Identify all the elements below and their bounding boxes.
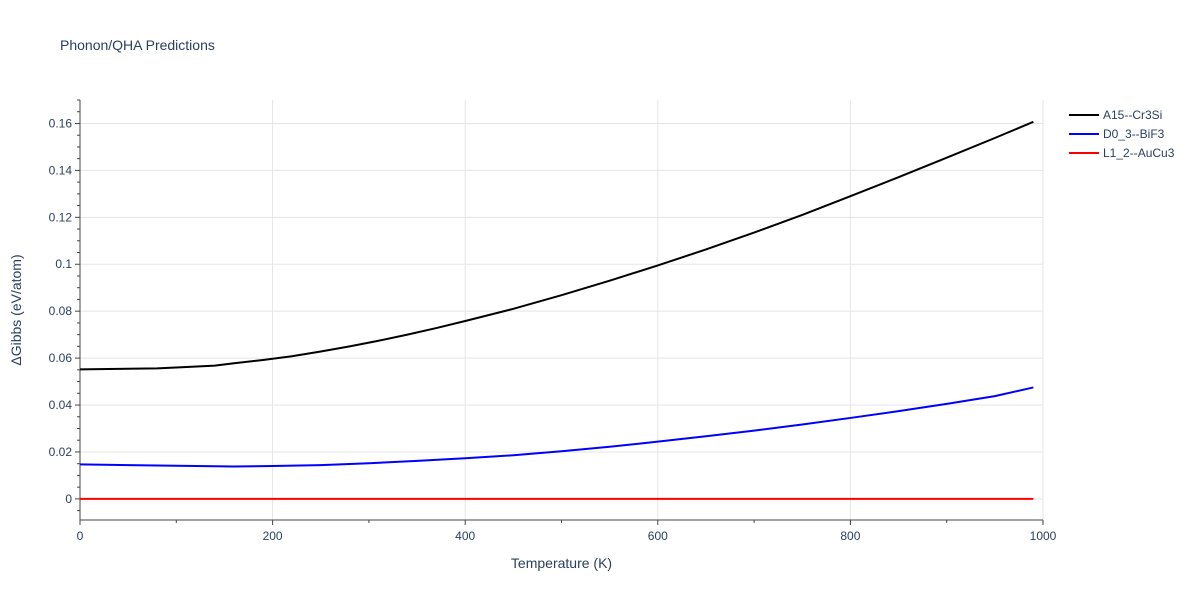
x-tick-label: 600 <box>648 529 668 543</box>
legend-label: A15--Cr3Si <box>1103 108 1162 122</box>
y-tick-label: 0.14 <box>49 163 73 177</box>
x-axis-title: Temperature (K) <box>511 555 612 571</box>
y-tick-label: 0.02 <box>49 445 73 459</box>
legend-label: L1_2--AuCu3 <box>1103 146 1175 160</box>
series-line-2 <box>79 386 1034 468</box>
plot-area <box>79 120 1034 500</box>
legend-label: D0_3--BiF3 <box>1103 127 1165 141</box>
y-tick-label: 0.1 <box>55 257 72 271</box>
y-tick-label: 0.04 <box>49 398 73 412</box>
x-tick-label: 800 <box>840 529 860 543</box>
x-tick-label: 0 <box>77 529 84 543</box>
legend: A15--Cr3Si D0_3--BiF3 L1_2--AuCu3 <box>1069 108 1175 160</box>
x-tick-label: 1000 <box>1030 529 1057 543</box>
series-line-1 <box>79 120 1034 371</box>
x-tick-label: 400 <box>455 529 475 543</box>
x-tick-label: 200 <box>263 529 283 543</box>
grid <box>80 100 1044 520</box>
y-tick-label: 0.12 <box>49 210 73 224</box>
chart-title: Phonon/QHA Predictions <box>60 37 215 53</box>
axes: 0 200 400 600 800 1000 0 0.02 0.04 0.06 0.08 0.1 0.1… <box>49 99 1057 543</box>
y-axis-title: ΔGibbs (eV/atom) <box>8 254 24 365</box>
y-tick-label: 0.08 <box>49 304 73 318</box>
y-tick-label: 0.06 <box>49 351 73 365</box>
y-tick-label: 0.16 <box>49 116 73 130</box>
y-tick-label: 0 <box>65 492 72 506</box>
